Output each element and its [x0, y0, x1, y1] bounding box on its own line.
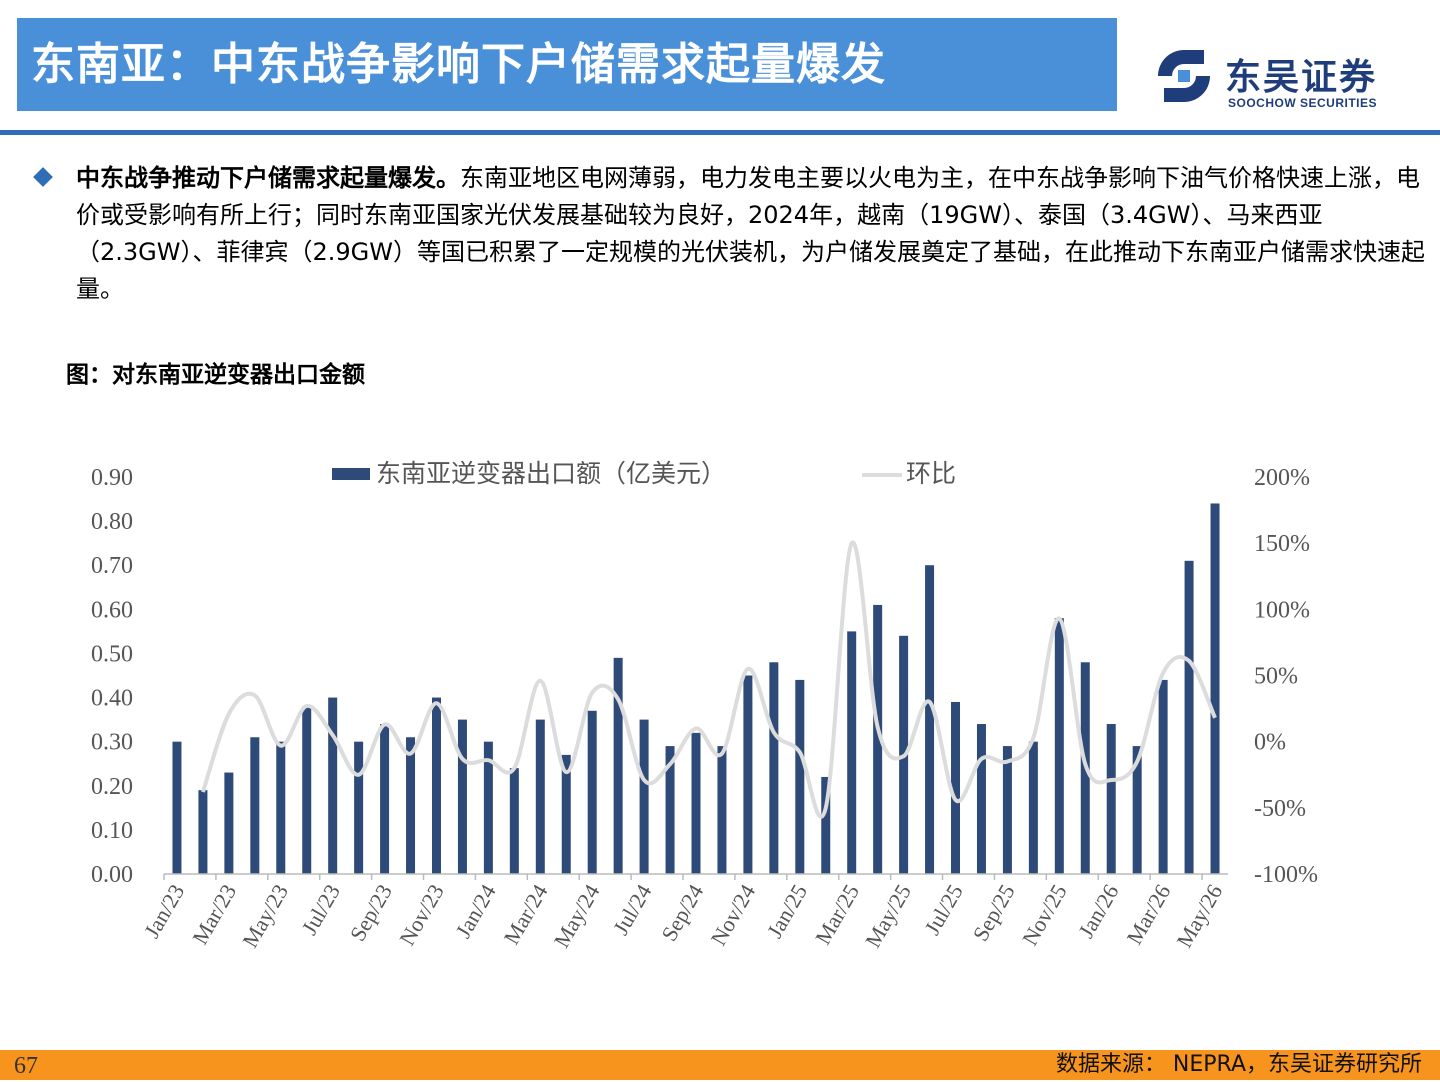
bullet-paragraph: 中东战争推动下户储需求起量爆发。东南亚地区电网薄弱，电力发电主要以火电为主，在中…	[76, 160, 1426, 308]
bar	[613, 657, 623, 874]
bar	[1028, 741, 1038, 874]
bar	[509, 768, 519, 874]
page-title: 东南亚：中东战争影响下户储需求起量爆发	[31, 39, 886, 90]
bar	[717, 746, 727, 874]
legend-line-label: 环比	[906, 460, 956, 488]
bar	[743, 675, 753, 874]
y-right-tick-label: 0%	[1254, 730, 1286, 756]
x-tick-label: Mar/26	[1121, 880, 1175, 949]
bar	[1158, 679, 1168, 874]
x-tick-label: May/23	[237, 880, 293, 952]
x-tick-label: May/24	[549, 880, 605, 952]
x-tick-label: Jul/25	[919, 880, 968, 939]
bar	[795, 679, 805, 874]
bullet-text: 东南亚地区电网薄弱，电力发电主要以火电为主，在中东战争影响下油气价格快速上涨，电…	[76, 164, 1425, 303]
logo-english-name: SOOCHOW SECURITIES	[1228, 96, 1378, 110]
y-left-tick-label: 0.40	[91, 686, 133, 712]
x-tick-label: Jan/24	[450, 880, 500, 942]
bar	[561, 754, 571, 874]
y-left-tick-label: 0.70	[91, 553, 133, 579]
y-left-tick-label: 0.50	[91, 641, 133, 667]
title-bar: 东南亚：中东战争影响下户储需求起量爆发	[17, 18, 1117, 111]
bar	[1106, 724, 1116, 874]
bar	[1184, 560, 1194, 874]
bar	[302, 706, 312, 874]
bar	[172, 741, 182, 874]
bar	[483, 741, 493, 874]
logo-chinese-name: 东吴证券	[1225, 57, 1378, 98]
x-tick-label: Nov/23	[394, 880, 449, 950]
bar	[665, 746, 675, 874]
bar	[847, 631, 857, 874]
bar	[769, 662, 779, 874]
footer-bar: 67 数据来源： NEPRA，东吴证券研究所	[0, 1050, 1440, 1080]
y-left-tick-label: 0.60	[91, 597, 133, 623]
bar	[821, 776, 831, 874]
bar	[328, 697, 338, 874]
y-left-tick-label: 0.00	[91, 862, 133, 888]
bar	[951, 701, 961, 874]
logo-mark-icon	[1158, 50, 1210, 102]
x-tick-label: Mar/23	[187, 880, 241, 949]
bar	[639, 719, 649, 874]
bar	[873, 604, 883, 874]
x-tick-label: Nov/25	[1017, 880, 1072, 950]
x-tick-label: Sep/25	[968, 880, 1020, 945]
legend-bar-swatch	[332, 468, 370, 480]
bar	[535, 719, 545, 874]
source-note: 数据来源： NEPRA，东吴证券研究所	[1055, 1052, 1422, 1077]
x-tick-label: Jan/25	[762, 880, 812, 942]
bar	[1002, 746, 1012, 874]
x-tick-label: Mar/25	[810, 880, 864, 949]
bar	[276, 741, 286, 874]
bar	[406, 737, 416, 874]
mom-change-line	[201, 540, 1217, 819]
y-left-tick-label: 0.10	[91, 818, 133, 844]
y-left-tick-label: 0.20	[91, 774, 133, 800]
x-tick-label: Jul/23	[296, 880, 345, 939]
x-tick-label: Jan/26	[1073, 880, 1123, 942]
page-number: 67	[14, 1053, 38, 1079]
y-left-tick-label: 0.90	[91, 465, 133, 491]
y-left-tick-label: 0.30	[91, 730, 133, 756]
y-right-tick-label: 100%	[1254, 597, 1310, 623]
bar	[380, 724, 390, 874]
y-right-tick-label: 200%	[1254, 465, 1310, 491]
y-right-tick-label: 150%	[1254, 531, 1310, 557]
bar	[250, 737, 260, 874]
legend-bar-label: 东南亚逆变器出口额（亿美元）	[376, 460, 726, 488]
bar	[925, 565, 935, 874]
bar	[431, 697, 441, 874]
bar	[1132, 746, 1142, 874]
bar	[457, 719, 467, 874]
x-tick-label: Nov/24	[706, 880, 761, 950]
bar	[198, 790, 208, 874]
bullet-lead: 中东战争推动下户储需求起量爆发。	[76, 164, 460, 192]
header-divider	[0, 130, 1440, 135]
bar	[1054, 618, 1064, 874]
export-chart: 0.00 0.10 0.20 0.30 0.40 0.50 0.60 0.70 0.80 0.90…	[91, 460, 1318, 952]
x-tick-label: May/25	[860, 880, 916, 952]
bar	[587, 710, 597, 874]
bar	[354, 741, 364, 874]
x-tick-label: Jul/24	[608, 880, 657, 939]
figure-title: 图：对东南亚逆变器出口金额	[66, 362, 365, 388]
y-right-tick-label: -50%	[1254, 796, 1306, 822]
x-tick-label: Sep/24	[656, 880, 708, 945]
bar	[224, 772, 234, 874]
x-tick-label: Mar/24	[499, 880, 553, 949]
x-tick-label: Jan/23	[139, 880, 189, 942]
y-right-tick-label: -100%	[1254, 862, 1318, 888]
y-left-tick-label: 0.80	[91, 509, 133, 535]
x-tick-label: Sep/23	[345, 880, 397, 945]
company-logo: 东吴证券 SOOCHOW SECURITIES	[1148, 40, 1408, 120]
diamond-bullet-icon	[33, 167, 53, 187]
y-right-tick-label: 50%	[1254, 664, 1298, 690]
bar	[976, 724, 986, 874]
bar	[691, 732, 701, 874]
bar	[1210, 503, 1220, 874]
x-tick-label: May/26	[1171, 880, 1227, 952]
